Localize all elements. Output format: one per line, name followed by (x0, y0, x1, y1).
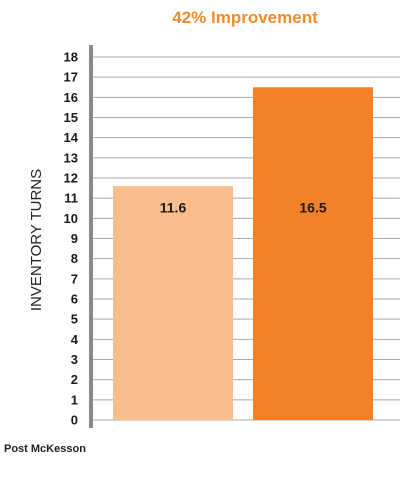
y-tick-label: 18 (64, 50, 78, 65)
y-tick-label: 16 (64, 90, 78, 105)
bar-2-value-label: 16.5 (299, 199, 326, 215)
y-tick-label: 7 (71, 271, 78, 286)
y-tick-label: 13 (64, 150, 78, 165)
y-tick-label: 11 (64, 191, 78, 206)
y-tick-label: 3 (71, 352, 78, 367)
y-tick-label: 0 (71, 413, 78, 428)
bar-2 (253, 87, 373, 420)
y-tick-label: 10 (64, 211, 78, 226)
y-tick-label: 14 (64, 130, 79, 145)
y-axis-label: INVENTORY TURNS (28, 169, 45, 311)
y-tick-label: 6 (71, 292, 78, 307)
y-tick-label: 17 (64, 70, 78, 85)
bar-1-value-label: 11.6 (160, 199, 187, 215)
bar-1 (113, 186, 233, 420)
y-tick-label: 4 (71, 332, 79, 347)
y-tick-label: 2 (71, 372, 78, 387)
y-tick-label: 5 (71, 312, 78, 327)
y-tick-label: 15 (64, 110, 78, 125)
data-labels: 11.6 16.5 (160, 199, 327, 215)
y-tick-label: 9 (71, 231, 78, 246)
bars (113, 87, 373, 420)
y-tick-label: 12 (64, 171, 78, 186)
y-tick-label: 8 (71, 251, 78, 266)
footer-note: Post McKesson (4, 443, 86, 455)
chart-title: 42% Improvement (172, 8, 318, 27)
y-tick-label: 1 (71, 392, 78, 407)
